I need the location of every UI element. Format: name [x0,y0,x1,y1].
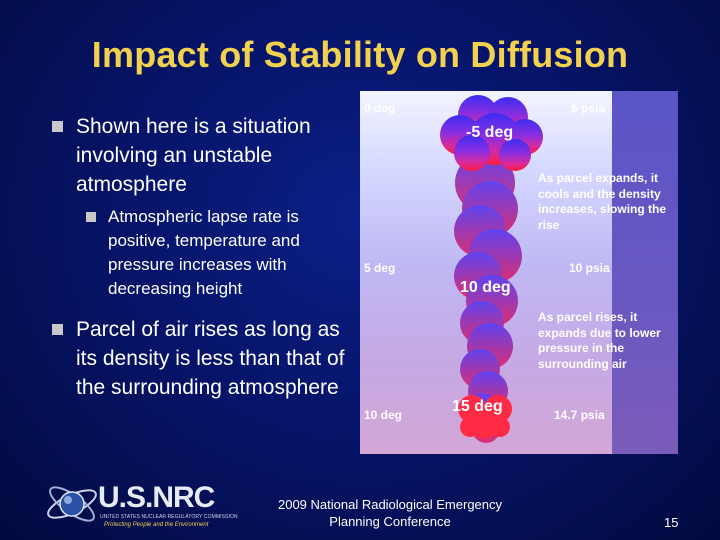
conference-line-2: Planning Conference [329,514,451,529]
parcel-mid-temperature: 10 deg [460,279,511,296]
note-upper: As parcel expands, it cools and the dens… [538,171,667,232]
bullet-item: Shown here is a situation involving an u… [52,112,352,199]
bullet-text: Shown here is a situation involving an u… [76,115,311,196]
logo-subtitle: UNITED STATES NUCLEAR REGULATORY COMMISS… [100,514,238,520]
label-top-temperature: 0 deg [364,101,396,115]
rising-parcel-graphic [440,95,543,443]
air-parcel-figure: 0 deg 5 psia -5 deg As parcel expands, i… [360,91,678,454]
logo-name: U.S.NRC [98,481,215,514]
nrc-logo: U.S.NRC UNITED STATES NUCLEAR REGULATORY… [42,478,238,534]
square-bullet-icon [52,324,63,335]
bullet-list: Shown here is a situation involving an u… [52,112,352,408]
label-bottom-pressure: 14.7 psia [554,408,605,422]
label-mid-temperature: 5 deg [364,261,396,275]
page-number: 15 [664,515,679,530]
label-mid-pressure: 10 psia [569,261,610,275]
parcel-top-temperature: -5 deg [466,124,514,141]
label-bottom-temperature: 10 deg [364,408,403,422]
sub-bullet-text: Atmospheric lapse rate is positive, temp… [108,207,300,298]
sub-bullet-item: Atmospheric lapse rate is positive, temp… [86,205,360,301]
label-top-pressure: 5 psia [571,101,606,115]
parcel-bottom-temperature: 15 deg [452,398,503,415]
atom-globe-icon [47,486,97,522]
slide-title: Impact of Stability on Diffusion [91,34,629,75]
bullet-item: Parcel of air rises as long as its densi… [52,315,352,402]
logo-tagline: Protecting People and the Environment [104,522,209,528]
bullet-text: Parcel of air rises as long as its densi… [76,318,345,399]
square-bullet-icon [86,212,96,222]
conference-line-1: 2009 National Radiological Emergency [277,497,503,512]
square-bullet-icon [52,121,63,132]
conference-footer: 2009 National Radiological Emergency Pla… [255,496,525,530]
figure-side-band [612,91,678,454]
note-lower: As parcel rises, it expands due to lower… [538,310,661,371]
